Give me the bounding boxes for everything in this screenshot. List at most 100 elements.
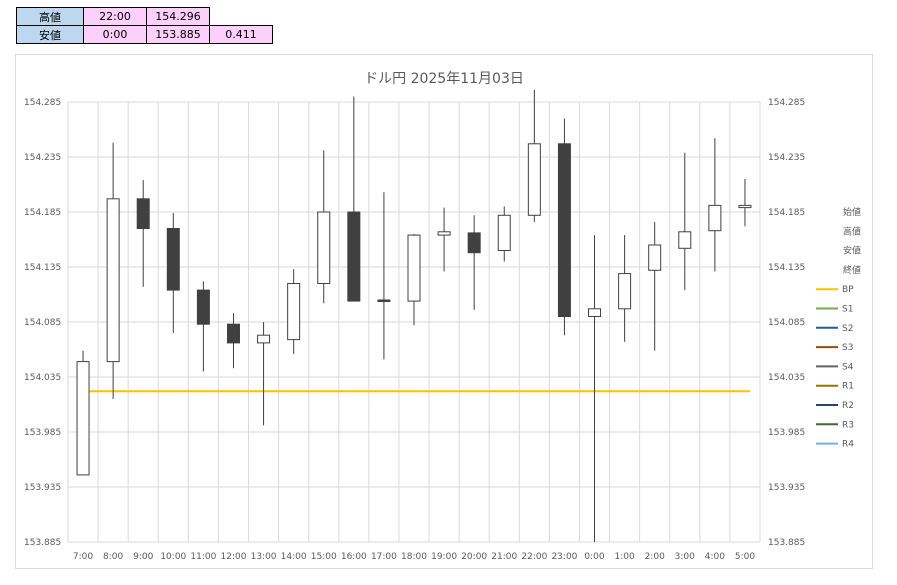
candle-body (166, 228, 180, 291)
x-tick-label: 18:00 (401, 552, 427, 562)
candle-5:00 (738, 179, 752, 227)
x-tick-label: 16:00 (341, 552, 367, 562)
candle-body (317, 211, 331, 284)
y-tick-label-left: 153.935 (24, 483, 61, 493)
x-tick-label: 8:00 (103, 552, 123, 562)
y-tick-label-left: 154.235 (24, 153, 61, 163)
y-tick-label-right: 153.935 (768, 483, 805, 493)
summary-row-high: 高値 22:00 154.296 (16, 7, 273, 26)
legend-item: 高値 (843, 225, 861, 237)
summary-label: 高値 (16, 7, 84, 26)
legend-item: S1 (816, 305, 853, 315)
legend-label: S1 (842, 305, 853, 315)
legend-item: S2 (816, 324, 853, 334)
y-axis-right: 154.285 154.235 154.185 154.135 154.085 154.0… (768, 98, 805, 548)
candle-body (708, 204, 722, 232)
x-tick-label: 1:00 (614, 552, 634, 562)
x-tick-label: 23:00 (551, 552, 577, 562)
legend-item: BP (816, 285, 854, 295)
x-tick-label: 0:00 (584, 552, 604, 562)
candle-18:00 (407, 234, 421, 326)
candlestick-chart: ドル円 2025年11月03日 154.285 154.235 154.185 154… (24, 71, 861, 562)
x-tick-label: 12:00 (221, 552, 247, 562)
candle-21:00 (497, 206, 511, 262)
candle-body (497, 214, 511, 252)
legend-item: S3 (816, 343, 853, 353)
x-tick-label: 2:00 (645, 552, 665, 562)
y-tick-label-right: 154.235 (768, 153, 805, 163)
x-tick-label: 11:00 (190, 552, 216, 562)
candle-body (527, 143, 541, 216)
candle-0:00 (588, 235, 602, 542)
y-tick-label-left: 154.135 (24, 263, 61, 273)
candle-16:00 (347, 96, 361, 302)
legend-label: S3 (842, 343, 853, 353)
candle-body (678, 231, 692, 249)
y-tick-label-right: 153.885 (768, 538, 805, 548)
candle-4:00 (708, 138, 722, 272)
legend-label: S4 (842, 362, 854, 372)
summary-range (210, 8, 273, 26)
y-tick-label-left: 154.035 (24, 373, 61, 383)
legend-label: BP (842, 285, 854, 295)
legend-item: R4 (816, 440, 854, 450)
legend-item: 始値 (843, 206, 861, 218)
summary-time: 0:00 (83, 25, 147, 44)
legend-label: 始値 (843, 206, 861, 218)
y-tick-label-right: 154.085 (768, 318, 805, 328)
chart-title: ドル円 2025年11月03日 (364, 71, 524, 87)
candle-body (738, 204, 752, 209)
y-tick-label-left: 154.085 (24, 318, 61, 328)
legend-label: R3 (842, 420, 854, 430)
candles (76, 89, 752, 542)
y-tick-label-left: 153.985 (24, 428, 61, 438)
y-tick-label-right: 154.285 (768, 98, 805, 108)
x-tick-label: 5:00 (735, 552, 755, 562)
x-tick-label: 19:00 (431, 552, 457, 562)
candle-body (76, 361, 90, 476)
x-tick-label: 15:00 (311, 552, 337, 562)
legend-item: R1 (816, 382, 854, 392)
candle-15:00 (317, 150, 331, 304)
x-tick-label: 20:00 (461, 552, 487, 562)
legend-label: S2 (842, 324, 853, 334)
chart-area[interactable]: ドル円 2025年11月03日 154.285 154.235 154.185 154… (15, 54, 873, 569)
x-tick-label: 22:00 (521, 552, 547, 562)
candle-8:00 (106, 142, 120, 399)
summary-row-low: 安値 0:00 153.885 0.411 (16, 25, 273, 44)
candle-body (467, 232, 481, 254)
candle-body (377, 299, 391, 302)
legend-label: R1 (842, 382, 854, 392)
x-tick-label: 10:00 (160, 552, 186, 562)
candle-body (106, 198, 120, 363)
summary-range: 0.411 (209, 25, 273, 44)
x-tick-label: 13:00 (251, 552, 277, 562)
candle-body (347, 211, 361, 302)
x-tick-label: 7:00 (73, 552, 93, 562)
y-tick-label-right: 154.185 (768, 208, 805, 218)
legend-item: S4 (816, 362, 854, 372)
candle-10:00 (166, 213, 180, 333)
summary-price: 154.296 (146, 7, 210, 26)
x-tick-label: 17:00 (371, 552, 397, 562)
candle-body (618, 273, 632, 310)
gridlines (67, 101, 761, 543)
legend-label: 高値 (843, 225, 861, 237)
candle-body (588, 308, 602, 318)
legend-label: 安値 (843, 245, 861, 257)
y-tick-label-left: 153.885 (24, 538, 61, 548)
candle-9:00 (136, 180, 150, 287)
candle-2:00 (648, 221, 662, 351)
y-axis-left: 154.285 154.235 154.185 154.135 154.085 154.0… (24, 98, 61, 548)
candle-19:00 (437, 207, 451, 272)
x-tick-label: 9:00 (133, 552, 153, 562)
candle-3:00 (678, 152, 692, 291)
candle-body (648, 244, 662, 271)
candle-20:00 (467, 215, 481, 310)
summary-time: 22:00 (83, 7, 147, 26)
candle-body (196, 289, 210, 325)
candle-body (226, 323, 240, 344)
candle-14:00 (287, 269, 301, 354)
x-axis: 7:00 8:00 9:00 10:00 11:00 12:00 13:00 14:00 15:… (73, 552, 755, 562)
